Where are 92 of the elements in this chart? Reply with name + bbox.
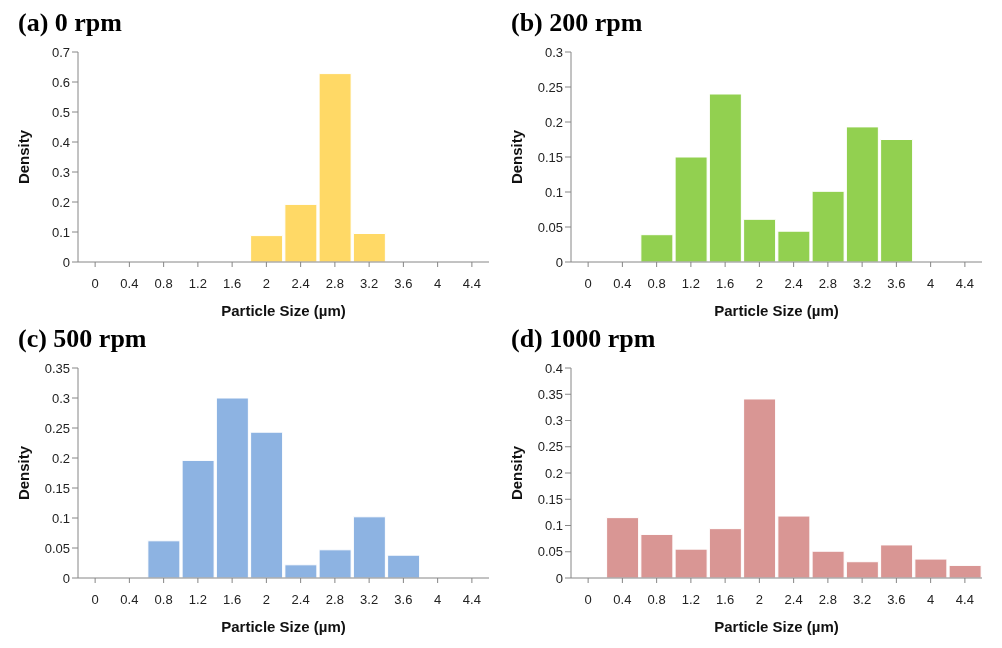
x-tick-label: 1.6 [716, 276, 735, 292]
x-tick-label: 2 [262, 276, 270, 292]
y-tick-label: 0.25 [537, 439, 563, 455]
x-tick-label: 3.2 [360, 592, 379, 608]
y-axis-title: Density [15, 129, 33, 185]
x-tick-label: 0 [584, 592, 592, 608]
y-tick-label: 0.15 [537, 491, 563, 507]
x-tick-label: 0.4 [613, 592, 632, 608]
y-tick-label: 0.15 [537, 149, 563, 165]
x-tick-label: 2 [755, 276, 763, 292]
y-axis-title: Density [508, 129, 526, 185]
y-tick-label: 0 [62, 254, 70, 270]
x-tick-label: 0 [91, 276, 99, 292]
y-tick-label: 0.1 [544, 184, 563, 200]
x-tick-label: 2.8 [325, 592, 344, 608]
y-tick-label: 0.3 [544, 413, 563, 429]
y-tick-label: 0.7 [51, 44, 70, 60]
y-tick-label: 0.15 [44, 480, 70, 496]
y-tick-label: 0.3 [51, 390, 70, 406]
y-tick-label: 0.1 [51, 224, 70, 240]
x-tick-label: 0.4 [613, 276, 632, 292]
x-tick-label: 3.2 [360, 276, 379, 292]
x-tick-label: 3.2 [853, 592, 872, 608]
y-tick-label: 0 [555, 254, 563, 270]
x-tick-label: 0.8 [154, 592, 173, 608]
x-tick-label: 1.2 [681, 276, 700, 292]
x-axis-title: Particle Size (µm) [714, 618, 839, 635]
x-tick-label: 2.4 [291, 276, 310, 292]
y-tick-label: 0.2 [544, 465, 563, 481]
y-tick-label: 0.1 [544, 518, 563, 534]
chart-title: (d) 1000 rpm [510, 324, 657, 355]
y-tick-label: 0.35 [537, 386, 563, 402]
y-tick-label: 0.2 [51, 450, 70, 466]
y-tick-label: 0 [62, 570, 70, 586]
y-axis-title: Density [15, 445, 33, 501]
x-tick-label: 3.6 [887, 276, 906, 292]
x-tick-label: 2.8 [818, 592, 837, 608]
x-tick-label: 4.4 [955, 592, 974, 608]
y-tick-label: 0.35 [44, 360, 70, 376]
y-tick-label: 0.25 [537, 79, 563, 95]
x-tick-label: 2 [262, 592, 270, 608]
x-tick-label: 0 [91, 592, 99, 608]
x-tick-label: 4.4 [462, 276, 481, 292]
x-tick-label: 1.6 [716, 592, 735, 608]
x-tick-label: 0.8 [647, 276, 666, 292]
chart-title: (b) 200 rpm [510, 8, 644, 39]
x-tick-label: 4.4 [462, 592, 481, 608]
x-tick-label: 0.8 [154, 276, 173, 292]
x-axis-title: Particle Size (µm) [221, 302, 346, 319]
x-tick-label: 4 [434, 592, 442, 608]
x-tick-label: 3.6 [394, 276, 413, 292]
x-tick-label: 2.4 [291, 592, 310, 608]
x-tick-label: 1.2 [188, 276, 207, 292]
x-tick-label: 4 [927, 592, 935, 608]
x-tick-label: 2.8 [325, 276, 344, 292]
x-tick-label: 0.4 [120, 276, 139, 292]
chart-title: (a) 0 rpm [17, 8, 123, 39]
y-tick-label: 0.05 [537, 544, 563, 560]
x-axis-title: Particle Size (µm) [714, 302, 839, 319]
x-tick-label: 2.4 [784, 592, 803, 608]
y-tick-label: 0.25 [44, 420, 70, 436]
y-tick-label: 0.6 [51, 74, 70, 90]
y-tick-label: 0.05 [44, 540, 70, 556]
chart-title: (c) 500 rpm [17, 324, 148, 355]
y-tick-label: 0.3 [51, 164, 70, 180]
x-tick-label: 2 [755, 592, 763, 608]
x-tick-label: 0.4 [120, 592, 139, 608]
y-tick-label: 0.3 [544, 44, 563, 60]
y-axis-title: Density [508, 445, 526, 501]
y-tick-label: 0.2 [51, 194, 70, 210]
x-tick-label: 4 [927, 276, 935, 292]
x-tick-label: 3.2 [853, 276, 872, 292]
y-tick-label: 0.4 [51, 134, 70, 150]
x-tick-label: 4 [434, 276, 442, 292]
x-tick-label: 1.2 [681, 592, 700, 608]
y-tick-label: 0.2 [544, 114, 563, 130]
x-tick-label: 2.4 [784, 276, 803, 292]
y-tick-label: 0 [555, 570, 563, 586]
x-tick-label: 3.6 [887, 592, 906, 608]
x-axis-title: Particle Size (µm) [221, 618, 346, 635]
x-tick-label: 0.8 [647, 592, 666, 608]
y-tick-label: 0.1 [51, 510, 70, 526]
x-tick-label: 1.6 [223, 592, 242, 608]
x-tick-label: 3.6 [394, 592, 413, 608]
y-tick-label: 0.05 [537, 219, 563, 235]
x-tick-label: 0 [584, 276, 592, 292]
y-tick-label: 0.5 [51, 104, 70, 120]
y-tick-label: 0.4 [544, 360, 563, 376]
x-tick-label: 1.6 [223, 276, 242, 292]
x-tick-label: 2.8 [818, 276, 837, 292]
x-tick-label: 1.2 [188, 592, 207, 608]
x-tick-label: 4.4 [955, 276, 974, 292]
